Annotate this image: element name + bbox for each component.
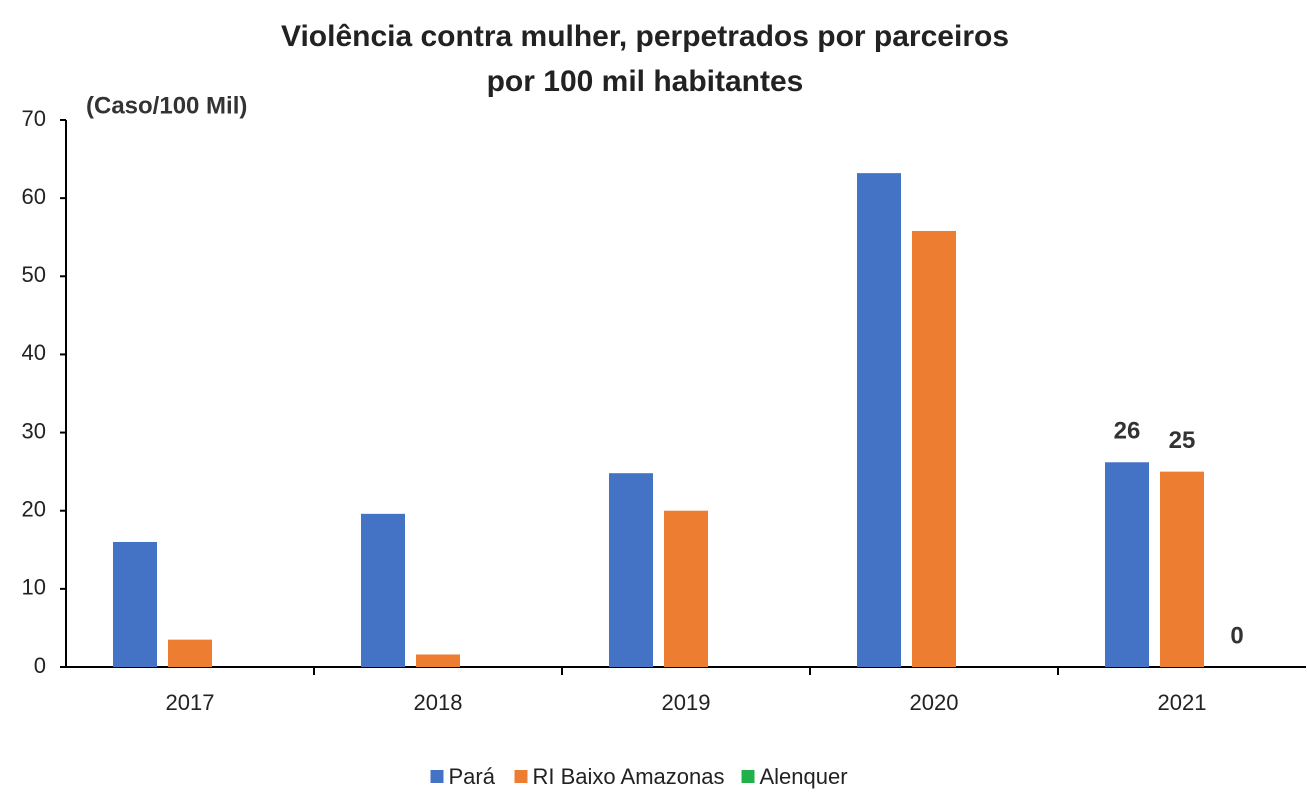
legend-label: Pará (449, 764, 496, 789)
bar (857, 173, 901, 667)
data-label: 0 (1230, 622, 1243, 649)
y-tick-label: 10 (22, 575, 46, 600)
bar (664, 510, 708, 667)
data-label: 26 (1114, 418, 1141, 445)
chart-title: por 100 mil habitantes (487, 65, 804, 98)
legend-swatch (514, 770, 528, 783)
y-tick-label: 20 (22, 497, 46, 522)
y-axis-label: (Caso/100 Mil) (86, 92, 247, 119)
x-tick-label: 2018 (414, 690, 463, 715)
legend-swatch (430, 770, 444, 783)
chart-title: Violência contra mulher, perpetrados por… (281, 20, 1009, 53)
y-tick-label: 0 (34, 653, 46, 678)
x-tick-label: 2020 (910, 690, 959, 715)
bar (361, 513, 405, 667)
x-tick-label: 2017 (166, 690, 215, 715)
bar (168, 639, 212, 667)
y-tick-label: 60 (22, 184, 46, 209)
data-label: 25 (1169, 427, 1196, 454)
x-tick-label: 2019 (662, 690, 711, 715)
bar (113, 541, 157, 667)
legend-swatch (741, 770, 755, 783)
bar (416, 654, 460, 667)
bar (609, 473, 653, 667)
bar (1105, 462, 1149, 667)
bar (1160, 471, 1204, 667)
bar (912, 230, 956, 667)
legend-label: Alenquer (760, 764, 848, 789)
y-tick-label: 70 (22, 106, 46, 131)
y-tick-label: 40 (22, 340, 46, 365)
y-tick-label: 50 (22, 262, 46, 287)
x-tick-label: 2021 (1158, 690, 1207, 715)
y-tick-label: 30 (22, 418, 46, 443)
legend-label: RI Baixo Amazonas (533, 764, 725, 789)
